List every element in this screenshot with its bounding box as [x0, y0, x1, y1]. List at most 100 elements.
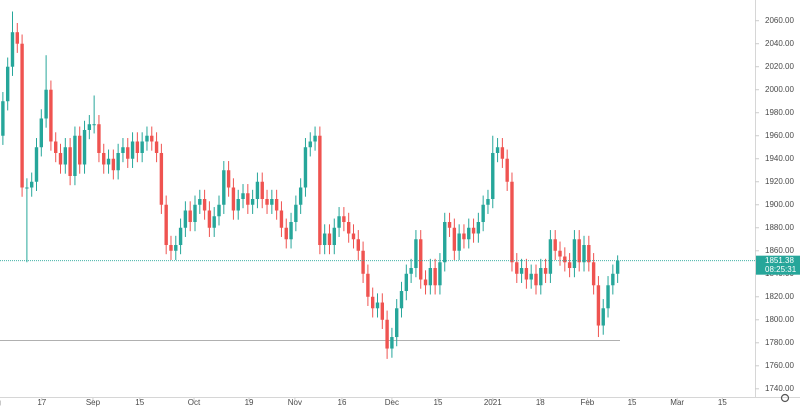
last-price-label: 1851.38 — [765, 256, 794, 265]
candle-body — [433, 268, 437, 286]
candle-body — [404, 273, 409, 292]
candle-body — [313, 135, 317, 142]
candle-body — [25, 187, 29, 189]
candle-body — [188, 210, 192, 223]
x-tick-label: 15 — [135, 398, 144, 407]
candle-body — [207, 210, 212, 228]
candle-body — [130, 141, 135, 159]
candle-body — [255, 181, 260, 199]
candle-body — [106, 158, 111, 165]
candle-body — [10, 32, 15, 67]
candle-body — [505, 158, 509, 182]
candle-body — [322, 233, 327, 246]
candle-body — [102, 152, 106, 165]
candle-body — [260, 181, 264, 199]
candle-body — [198, 199, 202, 205]
candle-body — [346, 222, 351, 234]
candle-body — [34, 147, 39, 182]
candle-body — [250, 199, 255, 205]
candle-body — [164, 204, 168, 246]
candle-body — [462, 233, 466, 240]
candle-body — [399, 291, 404, 309]
candle-body — [495, 147, 500, 153]
candle-body — [193, 204, 197, 223]
candle-body — [231, 187, 236, 211]
candle-body — [587, 245, 591, 263]
y-tick-label: 1980.00 — [765, 108, 794, 117]
candle-body — [202, 199, 207, 211]
candle-body — [87, 124, 92, 130]
candle-body — [289, 222, 293, 240]
candle-body — [332, 227, 336, 246]
candle-body — [500, 147, 505, 159]
candle-body — [524, 268, 529, 280]
candle-body — [111, 158, 116, 171]
x-tick-label: Oct — [188, 398, 201, 407]
candle-body — [452, 227, 457, 251]
x-tick-label: 15 — [434, 398, 443, 407]
countdown-label: 08:25:31 — [765, 265, 797, 274]
candle-body — [78, 135, 82, 165]
candle-body — [548, 239, 553, 274]
candle-body — [308, 141, 312, 148]
candle-body — [356, 239, 360, 251]
x-tick-label: 2021 — [484, 398, 502, 407]
candle-body — [246, 193, 250, 205]
candle-body — [49, 89, 53, 142]
y-tick-label: 2000.00 — [765, 85, 794, 94]
candle-body — [284, 227, 288, 240]
candle-body — [534, 273, 538, 286]
x-tick-label: Mar — [670, 398, 684, 407]
candle-body — [543, 268, 548, 274]
candle-body — [601, 308, 605, 326]
candle-body — [443, 222, 447, 263]
candle-body — [563, 256, 567, 263]
candle-body — [54, 141, 58, 153]
candle-body — [471, 227, 476, 234]
candle-body — [82, 129, 87, 165]
candle-body — [519, 268, 524, 274]
candle-body — [303, 147, 308, 188]
candle-body — [409, 268, 413, 274]
candle-body — [572, 239, 577, 269]
candle-body — [395, 308, 399, 338]
candle-body — [539, 268, 543, 286]
candle-body — [467, 227, 471, 240]
candle-body — [294, 204, 298, 223]
y-tick-label: 2060.00 — [765, 16, 794, 25]
candle-body — [342, 216, 346, 223]
candle-body — [145, 135, 149, 142]
candle-body — [135, 141, 140, 153]
y-tick-label: 1740.00 — [765, 384, 794, 393]
candle-body — [577, 239, 581, 263]
settings-icon[interactable] — [780, 393, 790, 403]
y-tick-label: 1760.00 — [765, 361, 794, 370]
x-tick-label: Feb — [580, 398, 594, 407]
candle-body — [337, 216, 341, 228]
candle-body — [385, 319, 389, 349]
candle-body — [92, 124, 96, 126]
candle-body — [222, 170, 226, 205]
candle-body — [582, 245, 586, 263]
candle-body — [270, 199, 274, 205]
candle-body — [178, 227, 183, 246]
y-tick-label: 1940.00 — [765, 154, 794, 163]
x-tick-label: 19 — [245, 398, 254, 407]
y-tick-label: 1820.00 — [765, 292, 794, 301]
candle-body — [279, 210, 284, 228]
y-tick-label: 2020.00 — [765, 62, 794, 71]
candle-body — [159, 152, 164, 205]
y-tick-label: 1960.00 — [765, 131, 794, 140]
candle-body — [351, 233, 356, 240]
candle-body — [370, 296, 375, 309]
x-tick-label: Dec — [385, 398, 399, 407]
candle-body — [212, 216, 216, 228]
candle-body — [428, 268, 433, 286]
candle-body — [558, 250, 562, 257]
candle-body — [486, 199, 490, 205]
candle-body — [183, 210, 188, 228]
candle-body — [15, 32, 19, 44]
candle-body — [611, 273, 615, 286]
x-tick-label: Nov — [288, 398, 302, 407]
candle-body — [447, 222, 452, 228]
